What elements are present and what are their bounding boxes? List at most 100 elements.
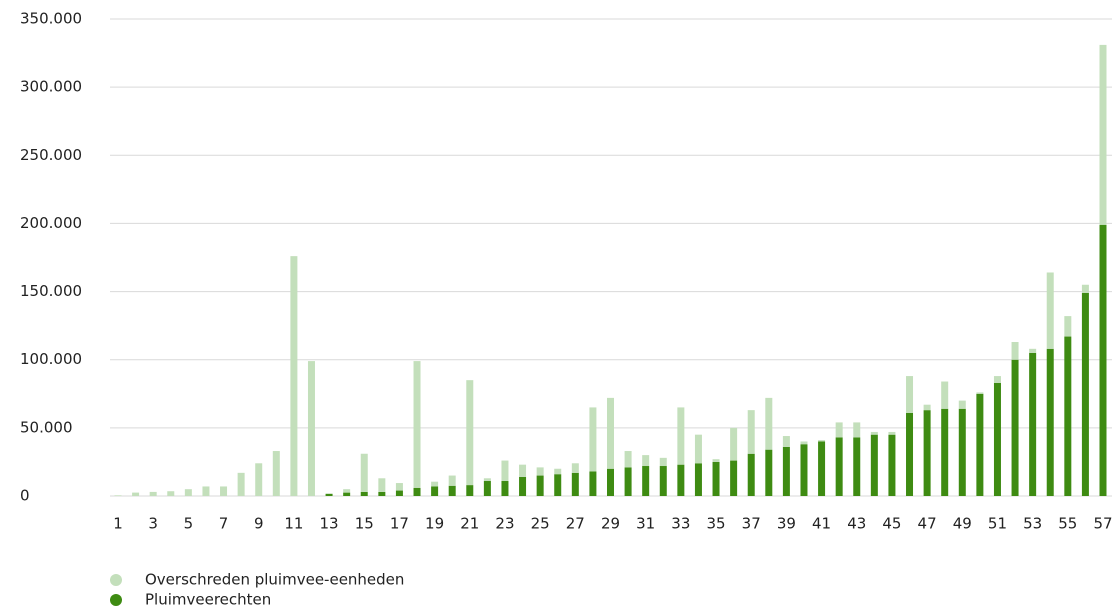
bar-segment: [1029, 348, 1037, 353]
bar-segment: [1081, 284, 1089, 293]
bar-segment: [378, 491, 386, 496]
bar-segment: [818, 441, 826, 496]
bar-segment: [466, 380, 474, 486]
bar-segment: [800, 444, 808, 496]
x-tick-label: 21: [460, 515, 479, 533]
bar-segment: [941, 408, 949, 496]
y-tick-label: 150.000: [20, 282, 82, 300]
bar-segment: [659, 466, 667, 496]
x-tick-label: 45: [882, 515, 901, 533]
legend-label: Pluimveerechten: [145, 591, 271, 609]
bar-segment: [888, 434, 896, 496]
bar-segment: [132, 492, 140, 496]
legend-label: Overschreden pluimvee-eenheden: [145, 571, 404, 589]
bar-segment: [642, 466, 650, 496]
bar-segment: [765, 397, 773, 450]
bar-segment: [607, 397, 614, 469]
bar-segment: [167, 491, 175, 496]
bar-segment: [554, 468, 562, 475]
bar-segment: [906, 376, 914, 413]
x-tick-label: 39: [777, 515, 796, 533]
x-tick-label: 15: [355, 515, 374, 533]
bar-segment: [1081, 292, 1089, 496]
bar-segment: [325, 493, 333, 496]
x-tick-label: 3: [148, 515, 158, 533]
bar-segment: [782, 446, 790, 496]
bar-segment: [343, 489, 351, 493]
bar-segment: [923, 410, 931, 496]
x-tick-label: 19: [425, 515, 444, 533]
bar-segment: [958, 400, 966, 409]
bar-segment: [184, 489, 192, 496]
bar-segment: [694, 434, 702, 464]
bar-segment: [431, 481, 439, 487]
y-tick-label: 0: [20, 487, 30, 505]
bar-segment: [1029, 352, 1037, 496]
x-tick-label: 11: [284, 515, 303, 533]
bar-segment: [712, 461, 720, 496]
bar-segment: [395, 490, 403, 496]
bar-segment: [1046, 348, 1054, 496]
bar-segment: [1064, 316, 1072, 337]
bar-segment: [1099, 44, 1107, 225]
bar-segment: [993, 382, 1001, 496]
bar-segment: [958, 408, 966, 496]
bar-segment: [202, 486, 210, 496]
bar-segment: [888, 431, 896, 435]
y-tick-label: 200.000: [20, 214, 82, 232]
bar-segment: [255, 463, 263, 496]
y-tick-label: 100.000: [20, 350, 82, 368]
bar-segment: [1011, 341, 1019, 360]
bar-segment: [395, 483, 403, 491]
x-tick-label: 31: [636, 515, 655, 533]
bar-segment: [501, 481, 509, 496]
bar-segment: [782, 436, 790, 447]
x-tick-label: 43: [847, 515, 866, 533]
bar-segment: [571, 472, 579, 496]
bar-segment: [378, 478, 386, 492]
x-tick-label: 9: [254, 515, 264, 533]
bar-segment: [237, 472, 245, 496]
bar-segment: [800, 441, 808, 445]
bar-segment: [466, 485, 474, 496]
bar-segment: [677, 407, 685, 465]
x-tick-label: 25: [531, 515, 550, 533]
bar-segment: [853, 422, 861, 438]
bar-segment: [589, 407, 597, 472]
y-tick-label: 250.000: [20, 146, 82, 164]
bar-segment: [818, 440, 826, 442]
bar-segment: [325, 493, 333, 494]
bar-segment: [659, 457, 667, 467]
bar-segment: [114, 495, 122, 496]
x-tick-label: 37: [742, 515, 761, 533]
bar-segment: [360, 491, 368, 496]
bar-segment: [624, 451, 632, 468]
bar-segment: [220, 486, 228, 496]
bar-segment: [923, 404, 931, 411]
bar-segment: [941, 381, 949, 409]
x-tick-label: 5: [184, 515, 194, 533]
bar-segment: [519, 464, 527, 477]
bar-segment: [589, 471, 597, 496]
bar-segment: [730, 460, 738, 496]
y-tick-label: 50.000: [20, 418, 73, 436]
x-tick-label: 33: [671, 515, 690, 533]
bar-segment: [501, 460, 509, 482]
x-tick-label: 53: [1023, 515, 1042, 533]
x-tick-label: 57: [1093, 515, 1112, 533]
bar-segment: [677, 464, 685, 496]
bar-segment: [149, 491, 157, 496]
x-tick-label: 55: [1058, 515, 1077, 533]
bar-segment: [536, 467, 544, 476]
y-tick-label: 300.000: [20, 78, 82, 96]
bar-segment: [607, 468, 614, 496]
bar-segment: [694, 463, 702, 496]
x-tick-label: 51: [988, 515, 1007, 533]
y-tick-label: 350.000: [20, 10, 82, 28]
legend-marker: [110, 594, 122, 606]
bar-segment: [536, 475, 544, 496]
bar-segment: [272, 451, 280, 496]
bar-segment: [519, 476, 527, 496]
x-tick-label: 17: [390, 515, 409, 533]
